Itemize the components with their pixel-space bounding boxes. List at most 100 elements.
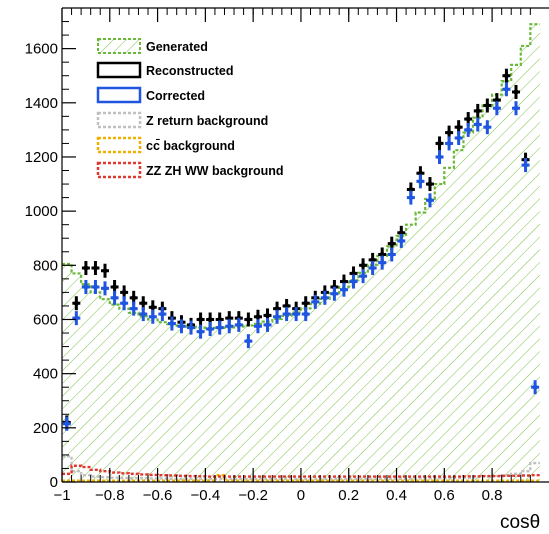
data-point [101,281,110,296]
data-point [91,279,100,294]
x-tick-label: 0.4 [386,487,407,504]
data-point [397,233,406,248]
legend-label-cc: cc̄ background [146,139,235,153]
legend-label-z-return: Z return background [146,114,268,128]
data-point [225,319,234,334]
x-axis-title: cosθ [500,512,540,533]
y-tick-label: 0 [50,474,58,491]
data-point [416,174,425,189]
data-point [483,98,492,113]
data-point [301,307,310,322]
legend-swatch-generated [97,38,141,54]
data-point [473,103,482,118]
data-point [435,136,444,151]
legend-swatch-z-return [96,111,142,129]
legend-swatch-corrected [96,86,142,104]
data-point [531,380,540,395]
data-point [339,282,348,297]
data-point [502,82,511,97]
data-point [502,68,511,83]
data-point [148,309,157,324]
data-point [378,255,387,270]
legend: Generated Reconstructed Corrected Z retu… [96,38,283,179]
data-point [512,84,520,99]
data-point [196,324,205,339]
y-tick-label: 600 [33,311,58,328]
data-point [215,320,224,335]
legend-swatch-cc [96,136,142,154]
y-tick-label: 1400 [25,95,58,112]
legend-label-zz-zh-ww: ZZ ZH WW background [146,164,283,178]
y-tick-label: 200 [33,420,58,437]
x-tick-label: 0 [297,487,305,504]
legend-entry-z-return: Z return background [96,111,268,129]
legend-entry-reconstructed: Reconstructed [96,61,234,79]
generated-outline [62,23,540,329]
y-tick-label: 1000 [25,203,58,220]
legend-label-reconstructed: Reconstructed [146,64,234,78]
data-point [464,122,473,137]
x-tick-label: −0.6 [143,487,173,504]
data-point [387,247,396,262]
data-point [139,307,148,322]
y-tick-label: 1200 [25,149,58,166]
data-point [234,317,243,332]
y-tick-label: 800 [33,257,58,274]
x-tick-label: −1 [53,487,70,504]
data-point [492,101,501,116]
legend-label-corrected: Corrected [146,89,205,103]
legend-swatch-zz-zh-ww [96,161,142,179]
data-point [454,131,463,146]
data-point [521,158,530,173]
y-tick-label: 400 [33,366,58,383]
data-point [263,317,272,332]
data-point [425,193,434,208]
legend-entry-generated: Generated [97,38,208,54]
data-point [91,261,100,276]
frame-layer: 0 200 400 600 800 1000 1200 1400 1600 −1 −0.8 −0.6 −… [25,7,549,504]
x-tick-label: −0.8 [95,487,125,504]
data-point [359,269,368,284]
x-tick-label: 0.2 [338,487,359,504]
data-point [273,309,282,324]
data-point [196,312,205,327]
data-point [81,279,90,294]
x-tick-label: 0.6 [434,487,455,504]
data-point [311,294,320,309]
legend-entry-cc: cc̄ background [96,136,235,154]
data-point [187,320,196,335]
legend-entry-zz-zh-ww: ZZ ZH WW background [96,161,283,179]
data-point [330,286,339,301]
data-point [483,120,492,135]
data-point [110,290,119,305]
x-tick-label: −0.4 [191,487,221,504]
legend-swatch-reconstructed [96,61,142,79]
data-point [445,136,454,151]
data-point [512,101,520,116]
x-tick-label: 0.8 [482,487,503,504]
data-point [368,261,377,276]
data-point [120,296,129,311]
plot-area: 0 200 400 600 800 1000 1200 1400 1600 −1 −0.8 −0.6 −… [25,7,549,504]
data-point [81,261,90,276]
legend-label-generated: Generated [146,40,208,54]
data-point [206,321,215,336]
data-point [177,319,186,334]
data-point [253,319,262,334]
data-point [425,177,434,192]
data-point [473,117,482,132]
data-point [72,311,81,326]
data-point [167,316,176,331]
data-point [72,296,81,311]
ticks-layer: 0 200 400 600 800 1000 1200 1400 1600 −1 −0.8 −0.6 −… [25,7,531,504]
data-point [244,312,253,327]
y-tick-label: 1600 [25,41,58,58]
data-point [101,263,110,278]
legend-entry-corrected: Corrected [96,86,205,104]
data-point [244,334,253,349]
data-point [292,307,301,322]
data-point [62,416,71,431]
data-point [320,290,329,305]
data-point [282,307,291,322]
